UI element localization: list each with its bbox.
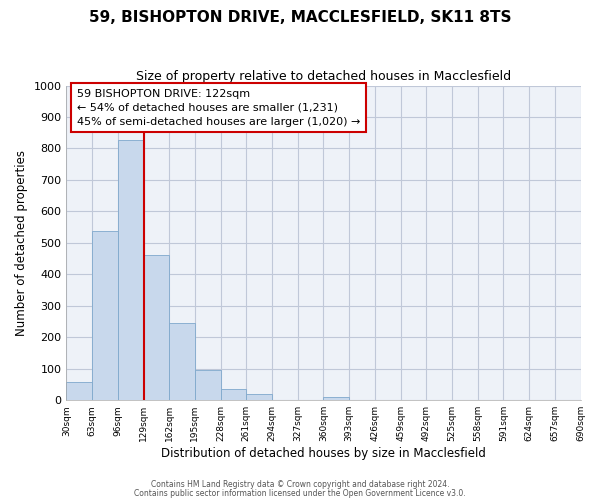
Bar bbox=[118, 140, 143, 400]
Bar bbox=[323, 397, 349, 400]
Text: Contains public sector information licensed under the Open Government Licence v3: Contains public sector information licen… bbox=[134, 489, 466, 498]
Y-axis label: Number of detached properties: Number of detached properties bbox=[15, 150, 28, 336]
Bar bbox=[67, 382, 92, 400]
Bar bbox=[92, 231, 118, 400]
X-axis label: Distribution of detached houses by size in Macclesfield: Distribution of detached houses by size … bbox=[161, 447, 486, 460]
Bar bbox=[247, 394, 272, 400]
Title: Size of property relative to detached houses in Macclesfield: Size of property relative to detached ho… bbox=[136, 70, 511, 83]
Text: 59 BISHOPTON DRIVE: 122sqm
← 54% of detached houses are smaller (1,231)
45% of s: 59 BISHOPTON DRIVE: 122sqm ← 54% of deta… bbox=[77, 88, 360, 126]
Bar bbox=[169, 323, 195, 400]
Bar bbox=[195, 370, 221, 400]
Text: 59, BISHOPTON DRIVE, MACCLESFIELD, SK11 8TS: 59, BISHOPTON DRIVE, MACCLESFIELD, SK11 … bbox=[89, 10, 511, 25]
Text: Contains HM Land Registry data © Crown copyright and database right 2024.: Contains HM Land Registry data © Crown c… bbox=[151, 480, 449, 489]
Bar bbox=[143, 256, 169, 400]
Bar bbox=[221, 388, 247, 400]
